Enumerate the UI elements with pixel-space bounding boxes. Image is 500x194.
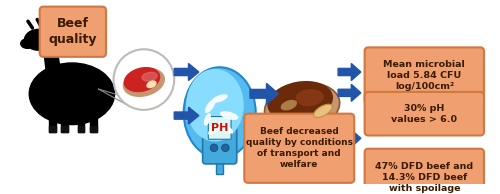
Text: Beef
quality: Beef quality xyxy=(48,17,97,46)
FancyBboxPatch shape xyxy=(364,92,484,135)
Ellipse shape xyxy=(147,81,156,87)
FancyArrow shape xyxy=(338,84,361,101)
Ellipse shape xyxy=(124,68,160,92)
Ellipse shape xyxy=(20,39,34,48)
FancyBboxPatch shape xyxy=(208,117,231,139)
FancyBboxPatch shape xyxy=(40,7,106,57)
Circle shape xyxy=(222,144,229,152)
Text: Beef decreased
quality by conditions
of transport and
welfare: Beef decreased quality by conditions of … xyxy=(246,127,353,169)
Ellipse shape xyxy=(44,28,51,33)
Ellipse shape xyxy=(220,124,233,134)
Ellipse shape xyxy=(205,99,216,113)
Bar xyxy=(49,99,56,132)
FancyBboxPatch shape xyxy=(364,149,484,194)
FancyArrowPatch shape xyxy=(116,74,124,80)
Bar xyxy=(62,126,68,132)
Text: Mean microbial
load 5.84 CFU
log/100cm²: Mean microbial load 5.84 CFU log/100cm² xyxy=(384,60,465,91)
Ellipse shape xyxy=(314,104,332,118)
Bar xyxy=(90,99,96,132)
FancyArrow shape xyxy=(338,63,361,81)
Ellipse shape xyxy=(220,111,238,120)
Bar xyxy=(78,126,84,132)
Ellipse shape xyxy=(264,83,340,131)
Bar xyxy=(216,157,224,174)
Bar xyxy=(78,99,84,132)
Text: 30% pH
values > 6.0: 30% pH values > 6.0 xyxy=(392,104,458,124)
Ellipse shape xyxy=(186,69,244,142)
Circle shape xyxy=(114,49,174,110)
Polygon shape xyxy=(44,46,60,72)
FancyArrow shape xyxy=(174,107,199,124)
Ellipse shape xyxy=(280,100,297,110)
Ellipse shape xyxy=(208,123,222,135)
FancyBboxPatch shape xyxy=(202,106,236,164)
Ellipse shape xyxy=(124,68,164,96)
Ellipse shape xyxy=(204,113,211,126)
Ellipse shape xyxy=(268,81,333,122)
FancyBboxPatch shape xyxy=(364,47,484,104)
Ellipse shape xyxy=(24,29,53,50)
Ellipse shape xyxy=(212,94,228,103)
Bar xyxy=(90,126,96,132)
Bar xyxy=(49,126,56,132)
Text: PH: PH xyxy=(211,123,228,133)
Bar xyxy=(62,99,68,132)
Ellipse shape xyxy=(184,67,256,158)
Ellipse shape xyxy=(142,72,157,81)
FancyArrowPatch shape xyxy=(37,19,40,25)
Ellipse shape xyxy=(30,63,114,125)
Ellipse shape xyxy=(296,89,324,106)
FancyBboxPatch shape xyxy=(244,114,354,183)
FancyArrowPatch shape xyxy=(28,21,32,28)
FancyArrow shape xyxy=(174,63,199,81)
Circle shape xyxy=(210,144,218,152)
FancyArrow shape xyxy=(338,130,361,147)
FancyArrow shape xyxy=(250,83,278,104)
Text: 47% DFD beef and
14.3% DFD beef
with spoilage: 47% DFD beef and 14.3% DFD beef with spo… xyxy=(376,162,474,193)
